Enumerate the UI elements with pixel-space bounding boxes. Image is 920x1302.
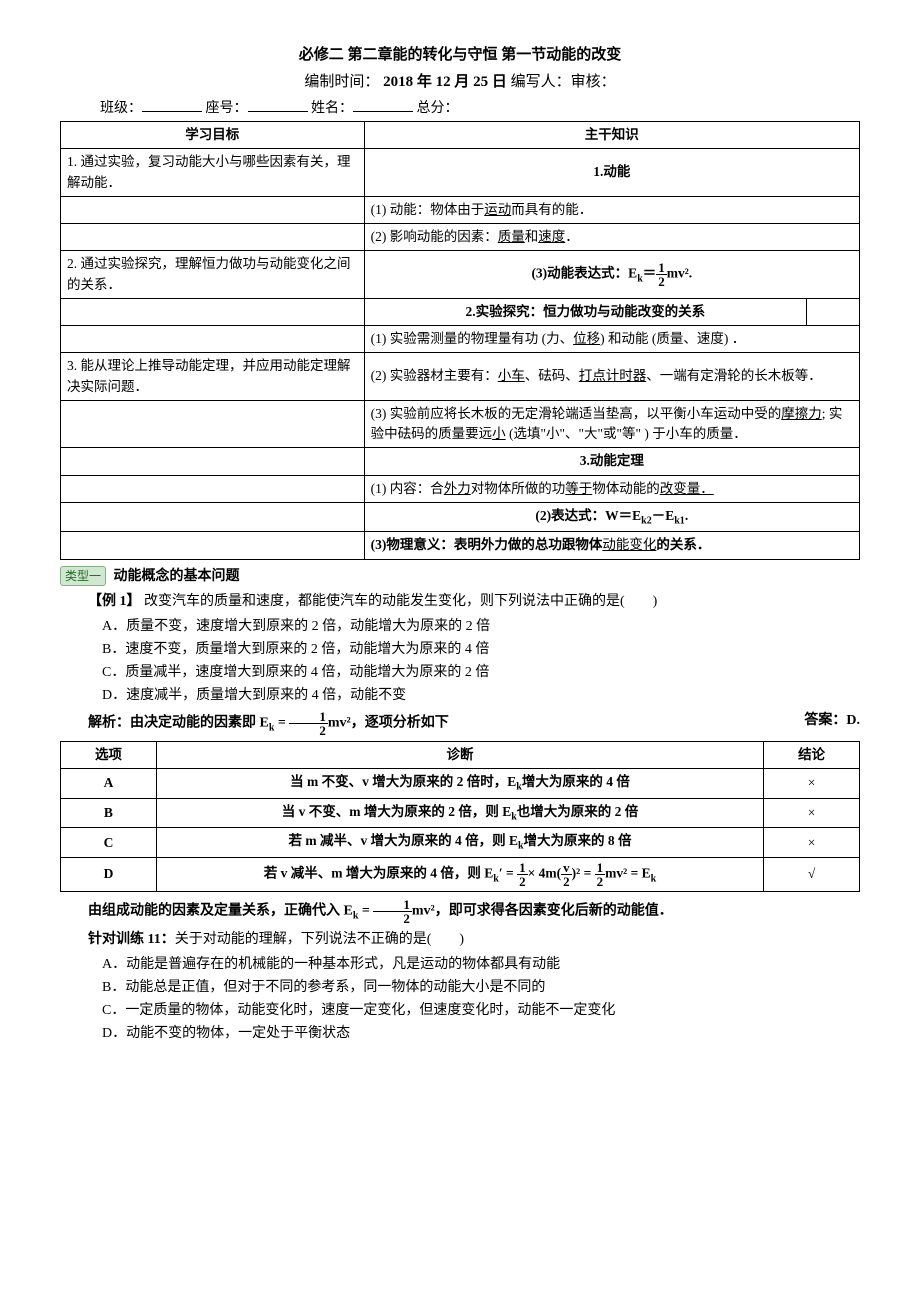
cell-empty [61,448,365,475]
ex1-opt-c: C．质量减半，速度增大到原来的 4 倍，动能增大为原来的 2 倍 [102,662,860,683]
col1-header: 学习目标 [61,122,365,149]
seat-label: 座号： [206,101,248,116]
kc-2-title-wrap: 2.实验探究：恒力做功与动能改变的关系 [364,298,859,325]
kc-1-2: (2) 影响动能的因素：质量和速度． [364,224,859,251]
ex1-text: 改变汽车的质量和速度，都能使汽车的动能发生变化，则下列说法中正确的是( ) [144,594,657,609]
ex1-opt-d: D．速度减半，质量增大到原来的 4 倍，动能不变 [102,685,860,706]
goal-3: 3. 能从理论上推导动能定理，并应用动能定理解决实际问题． [61,353,365,401]
ex1-label: 【例 1】 [88,594,141,609]
kc-1-1: (1) 动能：物体由于运动而具有的能． [364,196,859,223]
practice-11: 针对训练 11：关于对动能的理解，下列说法不正确的是( ) [60,929,860,950]
goal-1: 1. 通过实验，复习动能大小与哪些因素有关，理解动能． [61,149,365,197]
p11-opt-c: C．一定质量的物体，动能变化时，速度一定变化，但速度变化时，动能不一定变化 [102,1000,860,1021]
table-row: B 当 v 不变、m 增大为原来的 2 倍，则 Ek也增大为原来的 2 倍 × [61,798,860,828]
diag-h1: 选项 [61,741,157,768]
kc-3-3: (3)物理意义：表明外力做的总功跟物体动能变化的关系． [364,532,859,559]
kc-3-1: (1) 内容：合外力对物体所做的功等于物体动能的改变量． [364,475,859,502]
compile-line: 编制时间： 2018 年 12 月 25 日 编写人：审核： [60,71,860,94]
cell-empty [61,326,365,353]
diag-res: √ [764,858,860,892]
kc-3-title: 3.动能定理 [364,448,859,475]
table-row: C 若 m 减半、v 增大为原来的 4 倍，则 Ek增大为原来的 8 倍 × [61,828,860,858]
col2-header: 主干知识 [364,122,859,149]
practice-label: 针对训练 11： [88,932,175,947]
cell-empty [61,502,365,532]
diag-text: 当 v 不变、m 增大为原来的 2 倍，则 Ek也增大为原来的 2 倍 [156,798,763,828]
cell-empty [61,196,365,223]
kc-1-title: 1.动能 [364,149,859,197]
class-label: 班级： [100,101,142,116]
diag-h2: 诊断 [156,741,763,768]
type1-title: 动能概念的基本问题 [114,569,240,584]
compile-date: 2018 年 12 月 25 日 [383,74,507,90]
cell-empty [61,224,365,251]
diag-opt: C [61,828,157,858]
diag-h3: 结论 [764,741,860,768]
diag-opt: A [61,768,157,798]
diag-res: × [764,798,860,828]
ex1-explain: 解析：由决定动能的因素即 Ek = 12mv²，逐项分析如下 答案：D. [60,710,860,737]
p11-opt-b: B．动能总是正值，但对于不同的参考系，同一物体的动能大小是不同的 [102,977,860,998]
cell-empty [61,400,365,448]
class-blank[interactable] [142,97,202,112]
cell-empty [61,298,365,325]
kc-2-1: (1) 实验需测量的物理量有功 (力、位移) 和动能 (质量、速度) ． [364,326,859,353]
type-badge: 类型一 [60,566,106,586]
diag-res: × [764,828,860,858]
seat-blank[interactable] [248,97,308,112]
compile-label: 编制时间： [304,74,379,90]
summary: 由组成动能的因素及定量关系，正确代入 Ek = 12mv²，即可求得各因素变化后… [60,898,860,925]
diag-text: 当 m 不变、v 增大为原来的 2 倍时，Ek增大为原来的 4 倍 [156,768,763,798]
diag-res: × [764,768,860,798]
kc-3-2: (2)表达式：W＝Ek2－Ek1. [364,502,859,532]
diag-text: 若 m 减半、v 增大为原来的 4 倍，则 Ek增大为原来的 8 倍 [156,828,763,858]
ex1-opt-a: A．质量不变，速度增大到原来的 2 倍，动能增大为原来的 2 倍 [102,616,860,637]
diag-text: 若 v 减半、m 增大为原来的 4 倍，则 Ek′ = 12× 4m(v2)² … [156,858,763,892]
type1-heading: 类型一 动能概念的基本问题 [60,566,860,587]
diag-opt: B [61,798,157,828]
p11-opt-d: D．动能不变的物体，一定处于平衡状态 [102,1023,860,1044]
p11-opt-a: A．动能是普遍存在的机械能的一种基本形式，凡是运动的物体都具有动能 [102,954,860,975]
author-label: 编写人：审核： [511,74,616,90]
kc-2-title: 2.实验探究：恒力做功与动能改变的关系 [365,299,807,325]
table-row: D 若 v 减半、m 增大为原来的 4 倍，则 Ek′ = 12× 4m(v2)… [61,858,860,892]
table-row: A 当 m 不变、v 增大为原来的 2 倍时，Ek增大为原来的 4 倍 × [61,768,860,798]
kc-2-title-spacer [807,299,860,325]
kc-2-2: (2) 实验器材主要有：小车、砝码、打点计时器、一端有定滑轮的长木板等． [364,353,859,401]
name-blank[interactable] [353,97,413,112]
ex1-opt-b: B．速度不变，质量增大到原来的 2 倍，动能增大为原来的 4 倍 [102,639,860,660]
practice-text: 关于对动能的理解，下列说法不正确的是( ) [175,932,464,947]
ex1: 【例 1】 改变汽车的质量和速度，都能使汽车的动能发生变化，则下列说法中正确的是… [60,591,860,612]
doc-title: 必修二 第二章能的转化与守恒 第一节动能的改变 [60,44,860,67]
student-info: 班级： 座号： 姓名： 总分： [100,97,860,119]
diag-opt: D [61,858,157,892]
cell-empty [61,475,365,502]
main-table: 学习目标 主干知识 1. 通过实验，复习动能大小与哪些因素有关，理解动能． 1.… [60,121,860,560]
score-label: 总分： [417,101,459,116]
kc-2-3: (3) 实验前应将长木板的无定滑轮端适当垫高，以平衡小车运动中受的摩擦力; 实验… [364,400,859,448]
cell-empty [61,532,365,559]
ex1-answer: 答案：D. [776,710,860,731]
goal-2: 2. 通过实验探究，理解恒力做功与动能变化之间的关系． [61,251,365,299]
diag-table: 选项 诊断 结论 A 当 m 不变、v 增大为原来的 2 倍时，Ek增大为原来的… [60,741,860,892]
kc-1-3: (3)动能表达式：Ek＝12mv². [364,251,859,299]
name-label: 姓名： [311,101,353,116]
